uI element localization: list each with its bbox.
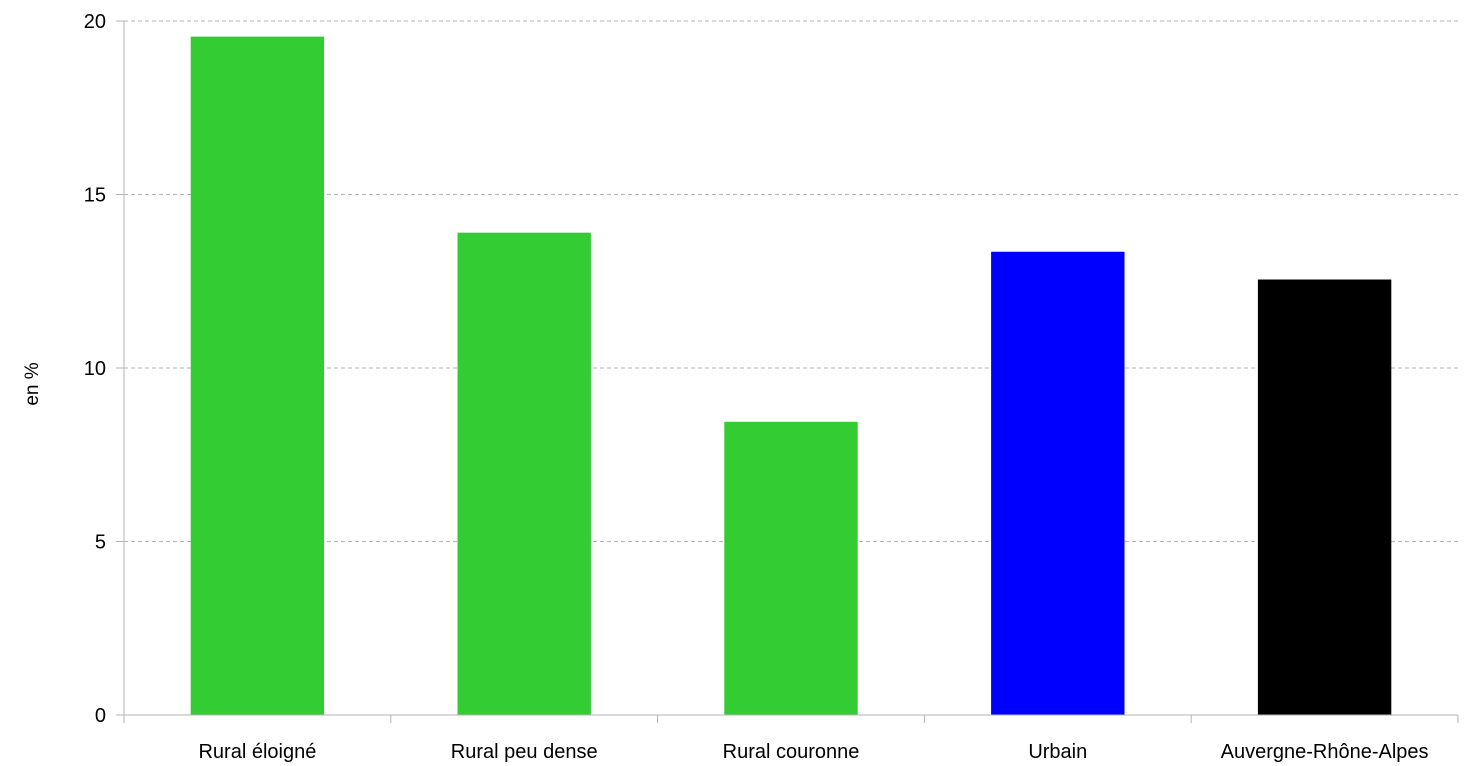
x-tick-label: Urbain xyxy=(1028,741,1087,763)
y-tick-label: 10 xyxy=(84,358,106,380)
y-axis-title: en % xyxy=(22,362,43,405)
bar xyxy=(991,251,1125,715)
x-tick-label: Rural éloigné xyxy=(198,741,316,763)
bars xyxy=(190,36,1392,716)
x-tick-label: Auvergne-Rhône-Alpes xyxy=(1221,741,1429,763)
x-tick-labels: Rural éloigné Rural peu dense Rural couron… xyxy=(198,741,1428,763)
bar xyxy=(724,421,858,715)
x-tick-label: Rural peu dense xyxy=(451,741,598,763)
y-tick-label: 20 xyxy=(84,11,106,33)
axes xyxy=(116,20,1459,723)
y-tick-label: 15 xyxy=(84,185,106,207)
y-tick-label: 5 xyxy=(95,532,106,554)
bar xyxy=(1257,279,1392,715)
y-tick-label: 0 xyxy=(95,705,106,727)
y-tick-labels: 0 5 10 15 20 xyxy=(84,11,106,727)
bar xyxy=(457,232,591,716)
bar xyxy=(190,36,325,716)
x-tick-label: Rural couronne xyxy=(723,741,860,763)
